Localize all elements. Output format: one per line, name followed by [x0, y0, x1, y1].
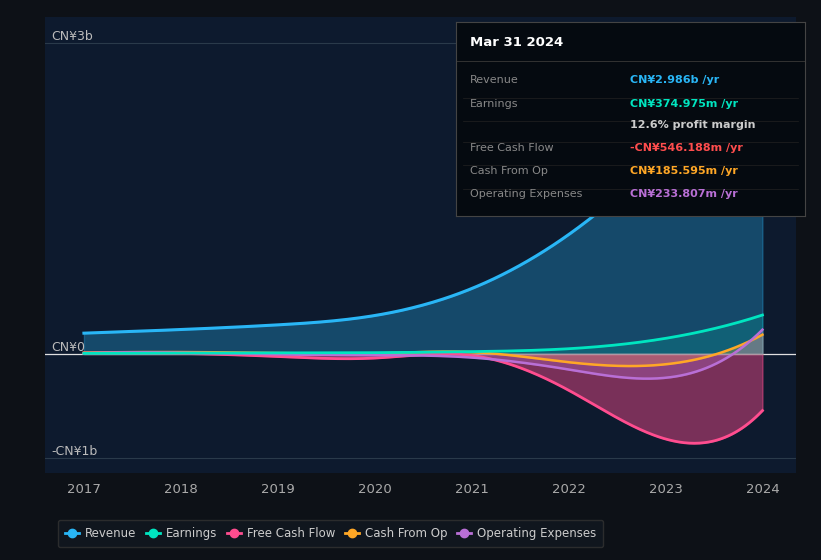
Text: CN¥2.986b /yr: CN¥2.986b /yr	[631, 76, 719, 85]
Text: Earnings: Earnings	[470, 99, 518, 109]
Text: -CN¥546.188m /yr: -CN¥546.188m /yr	[631, 143, 743, 153]
Text: Free Cash Flow: Free Cash Flow	[470, 143, 553, 153]
Text: CN¥233.807m /yr: CN¥233.807m /yr	[631, 189, 738, 199]
Text: CN¥185.595m /yr: CN¥185.595m /yr	[631, 166, 738, 176]
Text: Revenue: Revenue	[470, 76, 518, 85]
Text: CN¥0: CN¥0	[51, 341, 85, 354]
Text: Mar 31 2024: Mar 31 2024	[470, 36, 563, 49]
Legend: Revenue, Earnings, Free Cash Flow, Cash From Op, Operating Expenses: Revenue, Earnings, Free Cash Flow, Cash …	[58, 520, 603, 547]
Text: CN¥3b: CN¥3b	[51, 30, 93, 43]
Text: Operating Expenses: Operating Expenses	[470, 189, 582, 199]
Text: -CN¥1b: -CN¥1b	[51, 445, 98, 458]
Text: 12.6% profit margin: 12.6% profit margin	[631, 120, 755, 130]
Text: Cash From Op: Cash From Op	[470, 166, 548, 176]
Text: CN¥374.975m /yr: CN¥374.975m /yr	[631, 99, 738, 109]
